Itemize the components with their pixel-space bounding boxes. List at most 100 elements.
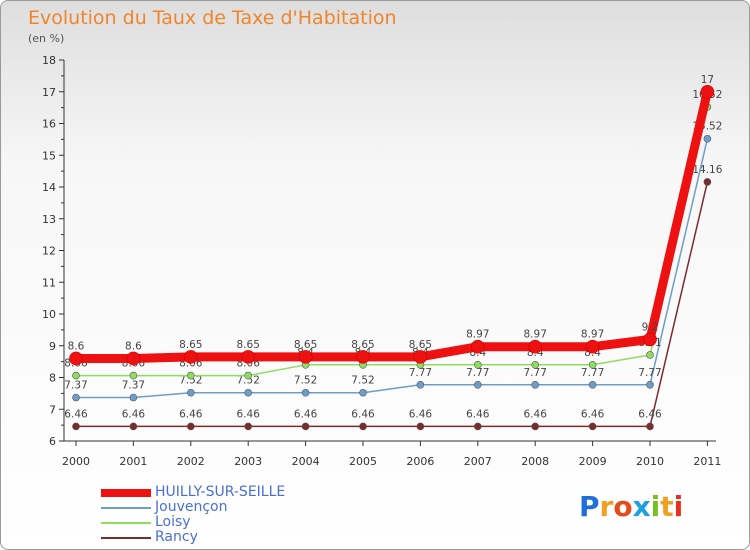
data-label-huilly-sur-seille: 8.65 (237, 339, 260, 351)
data-point-jouven-on (646, 381, 654, 389)
data-label-rancy: 6.46 (122, 408, 146, 420)
chart-subtitle: (en %) (28, 32, 65, 45)
x-tick-label: 2002 (177, 455, 205, 468)
data-label-rancy: 6.46 (466, 408, 490, 420)
data-point-jouven-on (588, 381, 597, 389)
data-label-jouven-on: 7.77 (409, 367, 432, 379)
x-tick-label: 2008 (521, 455, 549, 468)
y-tick-label: 18 (42, 54, 56, 67)
legend-swatch-jouvencon (101, 507, 151, 509)
data-label-huilly-sur-seille: 8.65 (351, 339, 374, 351)
data-point-rancy (301, 422, 310, 431)
data-label-rancy: 6.46 (237, 408, 261, 420)
legend-item-jouvencon: Jouvençon (101, 500, 361, 515)
data-point-jouven-on (301, 388, 310, 397)
y-tick-label: 11 (42, 276, 56, 289)
data-label-huilly-sur-seille: 8.6 (68, 340, 85, 352)
data-label-rancy: 6.46 (64, 408, 88, 420)
data-point-jouven-on (703, 134, 712, 143)
y-tick-label: 14 (42, 181, 56, 194)
legend-swatch-huilly (101, 489, 151, 497)
data-point-rancy (473, 422, 482, 431)
data-label-jouven-on: 7.77 (581, 367, 604, 379)
data-label-jouven-on: 7.52 (351, 375, 374, 387)
data-label-rancy: 6.46 (638, 408, 662, 420)
logo-letter: t (660, 490, 674, 523)
data-label-huilly-sur-seille: 8.65 (409, 339, 432, 351)
data-point-jouven-on (187, 388, 195, 397)
data-point-rancy (359, 422, 367, 431)
logo-letter: o (613, 490, 633, 523)
data-label-huilly-sur-seille: 8.97 (581, 329, 604, 341)
legend: HUILLY-SUR-SEILLE Jouvençon Loisy Rancy (101, 485, 361, 545)
data-label-huilly-sur-seille: 8.65 (179, 339, 202, 351)
data-label-jouven-on: 7.37 (64, 380, 87, 392)
data-label-huilly-sur-seille: 17 (701, 74, 714, 86)
x-tick-label: 2010 (636, 455, 664, 468)
data-point-huilly-sur-seille (643, 332, 657, 347)
data-label-huilly-sur-seille: 8.65 (294, 339, 317, 351)
data-point-loisy (588, 360, 597, 369)
data-point-huilly-sur-seille (184, 350, 198, 364)
data-point-jouven-on (244, 388, 252, 397)
logo-letter: P (579, 490, 600, 523)
x-tick-label: 2003 (234, 455, 262, 468)
y-tick-label: 7 (49, 403, 56, 416)
y-tick-label: 17 (42, 86, 56, 99)
legend-label-rancy: Rancy (155, 529, 198, 545)
data-point-huilly-sur-seille (298, 350, 313, 364)
data-label-jouven-on: 7.77 (466, 367, 489, 379)
x-tick-label: 2001 (119, 455, 147, 468)
y-tick-label: 8 (49, 372, 56, 385)
x-tick-label: 2011 (693, 455, 721, 468)
data-point-loisy (531, 360, 540, 369)
data-point-rancy (129, 422, 138, 431)
x-tick-label: 2007 (464, 455, 492, 468)
data-point-jouven-on (72, 393, 80, 402)
proxiti-logo: Proxiti (579, 490, 683, 523)
x-tick-label: 2005 (349, 455, 377, 468)
data-point-rancy (646, 422, 654, 431)
legend-swatch-loisy (101, 522, 151, 524)
data-point-loisy (187, 371, 195, 380)
data-point-huilly-sur-seille (700, 84, 715, 99)
data-point-jouven-on (416, 381, 425, 389)
data-point-huilly-sur-seille (126, 351, 141, 366)
data-point-jouven-on (531, 381, 540, 389)
x-tick-label: 2006 (406, 455, 434, 468)
data-point-loisy (646, 351, 654, 359)
data-point-loisy (244, 371, 252, 380)
y-tick-label: 12 (42, 245, 56, 258)
x-tick-label: 2009 (579, 455, 607, 468)
data-point-jouven-on (473, 381, 482, 389)
y-tick-label: 9 (49, 340, 56, 353)
data-label-rancy: 14.16 (692, 164, 722, 176)
y-tick-label: 15 (42, 149, 56, 162)
y-tick-label: 10 (42, 308, 56, 321)
series-line-huilly-sur-seille (76, 90, 712, 363)
data-point-huilly-sur-seille (413, 350, 428, 364)
x-tick-label: 2004 (292, 455, 320, 468)
data-label-rancy: 6.46 (179, 408, 203, 420)
data-label-huilly-sur-seille: 9.2 (642, 321, 659, 333)
legend-item-huilly: HUILLY-SUR-SEILLE (101, 485, 361, 500)
data-label-rancy: 6.46 (409, 408, 433, 420)
data-label-rancy: 6.46 (581, 408, 605, 420)
data-point-huilly-sur-seille (585, 339, 600, 354)
data-label-huilly-sur-seille: 8.97 (524, 329, 547, 341)
y-tick-label: 16 (42, 118, 56, 131)
data-label-rancy: 6.46 (524, 408, 548, 420)
data-point-loisy (72, 371, 80, 380)
data-label-jouven-on: 7.37 (122, 380, 145, 392)
logo-letter: i (650, 490, 661, 523)
data-point-rancy (72, 422, 80, 431)
data-point-rancy (703, 178, 712, 186)
data-label-jouven-on: 7.52 (237, 375, 260, 387)
data-point-jouven-on (129, 393, 138, 402)
data-point-loisy (473, 360, 482, 369)
legend-label-jouvencon: Jouvençon (155, 499, 228, 515)
data-point-huilly-sur-seille (69, 351, 83, 366)
logo-letter: x (632, 490, 651, 523)
data-point-jouven-on (359, 388, 367, 397)
